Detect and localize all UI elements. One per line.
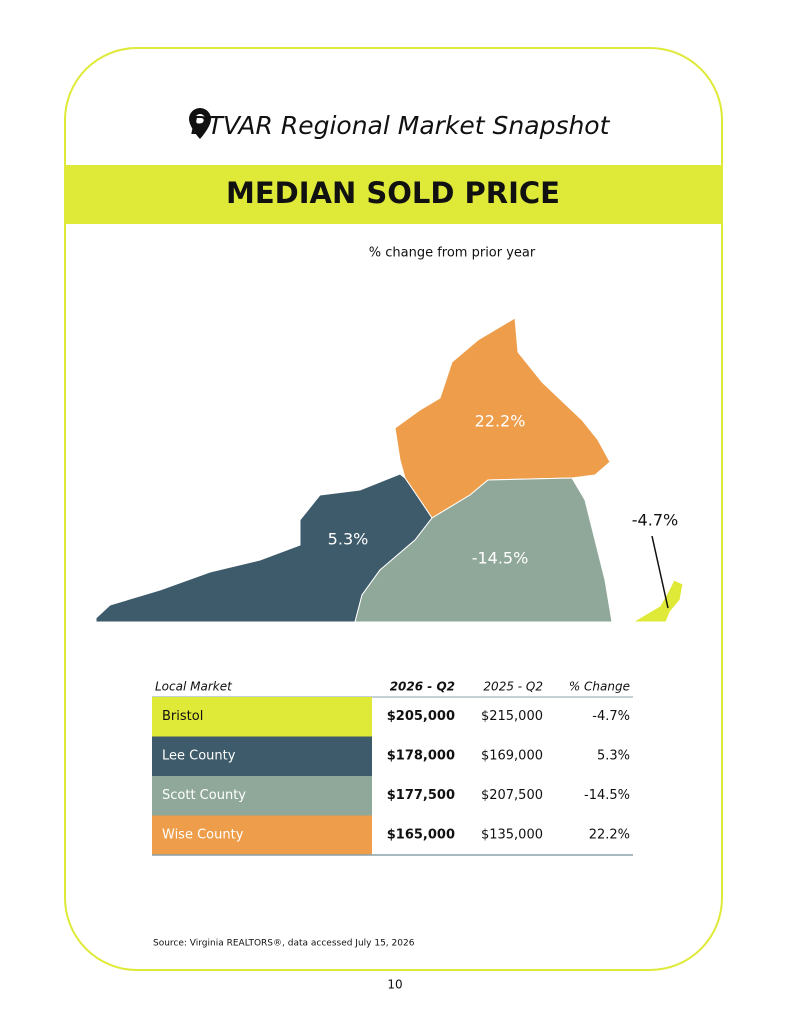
title: BTVAR Regional Market Snapshot <box>191 111 611 140</box>
column-header: 2026 - Q2 <box>390 680 455 694</box>
page-number: 10 <box>387 978 402 992</box>
cell: $205,000 <box>387 709 455 724</box>
source: Source: Virginia REALTORS®, data accesse… <box>153 939 415 949</box>
row-swatch <box>152 776 372 816</box>
region-label: 5.3% <box>328 530 369 549</box>
cell: $135,000 <box>481 828 543 843</box>
column-header: 2025 - Q2 <box>483 680 543 694</box>
row-label: Scott County <box>162 788 246 803</box>
cell: -4.7% <box>592 709 630 724</box>
region <box>354 477 613 623</box>
cell: $207,500 <box>481 788 543 803</box>
row-label: Bristol <box>162 709 203 724</box>
region-label: -14.5% <box>472 549 529 568</box>
region-label: 22.2% <box>475 412 526 431</box>
row-swatch <box>152 815 372 855</box>
row-swatch <box>152 697 372 737</box>
table: Local Market 2026 - Q2 2025 - Q2 % Change Br… <box>152 680 633 856</box>
subtitle: % change from prior year <box>369 246 536 261</box>
cell: $215,000 <box>481 709 543 724</box>
pin-icon <box>189 108 211 139</box>
row-label: Wise County <box>162 828 244 843</box>
cell: $165,000 <box>387 828 455 843</box>
column-header: Local Market <box>155 680 233 694</box>
row-label: Lee County <box>162 749 236 764</box>
row-swatch <box>152 736 372 776</box>
region-label: -4.7% <box>632 511 678 530</box>
cell: $178,000 <box>387 749 455 764</box>
cell: 22.2% <box>589 828 630 843</box>
cell: $169,000 <box>481 749 543 764</box>
map: 22.2% 5.3% -14.5% -4.7% <box>95 317 684 623</box>
cell: -14.5% <box>584 788 630 803</box>
cell: 5.3% <box>597 749 630 764</box>
banner <box>65 165 722 224</box>
leader-line <box>651 535 669 609</box>
banner-title: MEDIAN SOLD PRICE <box>226 176 560 210</box>
region <box>631 579 684 623</box>
column-header: % Change <box>569 680 630 694</box>
cell: $177,500 <box>387 788 455 803</box>
